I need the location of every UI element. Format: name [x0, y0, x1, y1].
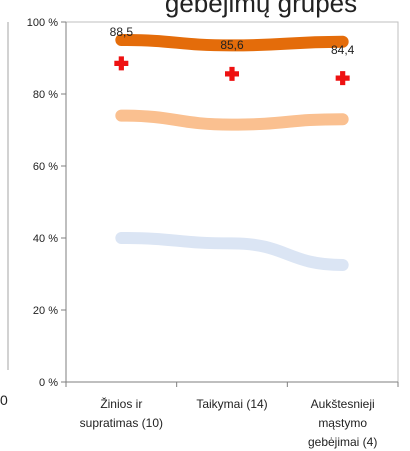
series-line-3 — [115, 232, 349, 271]
x-tick-label: Taikymai (14) — [196, 397, 267, 411]
markers — [114, 56, 350, 86]
series-lines — [115, 34, 349, 271]
chart-title: gebėjimų grupės — [165, 0, 357, 18]
data-label: 85,6 — [220, 38, 244, 52]
partial-elements: 0 — [0, 22, 9, 408]
x-tick-label-line: supratimas (10) — [80, 416, 163, 430]
marker-plus — [225, 66, 239, 81]
labels: gebėjimų grupės 0 % 20 % 40 % 60 % 80 % 100 % Ž… — [27, 0, 378, 449]
series-line-2 — [115, 109, 349, 131]
x-tick-label: Aukštesnieji mąstymo gebėjimai (4) — [308, 397, 377, 449]
data-label: 88,5 — [110, 25, 134, 39]
x-tick-label-line: Aukštesnieji — [311, 397, 375, 411]
x-tick-label-line: gebėjimai (4) — [308, 435, 377, 449]
x-tick-label-line: Taikymai (14) — [196, 397, 267, 411]
series-line-1 — [115, 34, 349, 52]
y-tick-label: 40 % — [33, 233, 58, 245]
x-tick-label-line: mąstymo — [318, 416, 367, 430]
marker-plus — [335, 71, 350, 86]
x-tick-label: Žinios ir supratimas (10) — [80, 396, 163, 430]
x-tick-label-line: Žinios ir — [100, 396, 142, 411]
data-label: 84,4 — [331, 43, 355, 57]
neighbor-chart-fragment-text: 0 — [0, 392, 8, 408]
y-tick-label: 60 % — [33, 161, 58, 173]
y-tick-label: 100 % — [27, 17, 58, 29]
y-tick-label: 0 % — [39, 377, 58, 389]
y-tick-label: 80 % — [33, 89, 58, 101]
marker-plus — [114, 56, 129, 71]
y-tick-label: 20 % — [33, 305, 58, 317]
